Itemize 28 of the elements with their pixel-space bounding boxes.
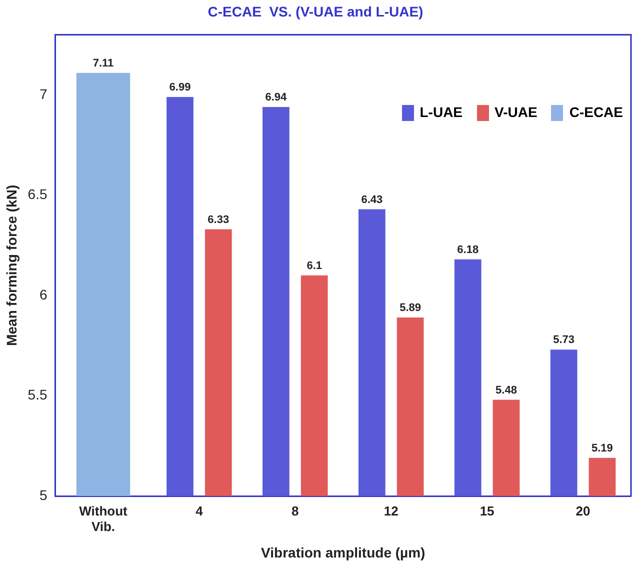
x-tick-label: 8: [292, 503, 299, 518]
data-label: 5.19: [592, 442, 613, 454]
y-tick-label: 5: [39, 486, 48, 503]
y-axis-title: Mean forming force (kN): [3, 184, 20, 346]
legend-label: C-ECAE: [569, 104, 623, 120]
data-label: 5.89: [400, 302, 422, 314]
x-tick-label: 12: [384, 503, 398, 518]
data-label: 6.43: [361, 194, 383, 206]
legend-label: L-UAE: [420, 104, 463, 120]
x-axis-title: Vibration amplitude (µm): [261, 544, 426, 560]
x-tick-label: 20: [576, 503, 590, 518]
y-tick-label: 7: [39, 86, 48, 102]
y-tick-label: 6: [39, 286, 48, 302]
y-tick-label: 6.5: [28, 186, 48, 202]
chart-title: C-ECAE VS. (V-UAE and L-UAE): [208, 3, 424, 20]
data-label: 5.48: [496, 384, 517, 396]
data-label: 6.94: [265, 92, 288, 104]
data-label: 5.73: [553, 334, 575, 346]
y-tick-label: 5.5: [28, 386, 48, 403]
data-label: 7.11: [92, 57, 114, 70]
data-label: 6.1: [306, 260, 322, 272]
x-tick-label: 15: [480, 503, 494, 518]
legend-label: V-UAE: [494, 104, 538, 120]
x-tick-label: Without Vib.: [79, 503, 128, 534]
x-tick-label: 4: [196, 503, 204, 518]
data-label: 6.18: [457, 244, 479, 256]
data-label: 6.33: [208, 214, 230, 226]
data-label: 6.99: [169, 81, 191, 94]
